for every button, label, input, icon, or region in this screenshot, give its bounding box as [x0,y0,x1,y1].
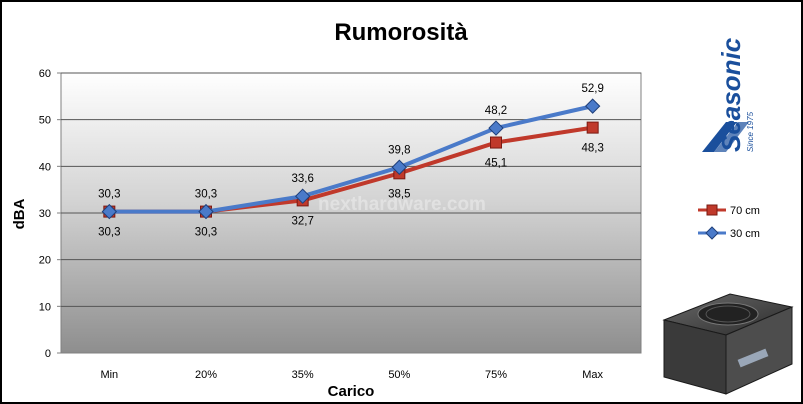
y-tick-label: 0 [45,348,51,360]
data-label: 48,2 [485,105,507,117]
y-tick-label: 30 [39,208,51,220]
legend-marker [706,204,718,216]
y-axis-ticks: 0 10 20 30 40 50 60 [39,68,61,360]
data-label: 33,6 [291,173,313,185]
series-line-1 [107,104,595,214]
data-label: 48,3 [581,143,603,155]
x-tick-label: 75% [485,369,507,381]
data-label: 52,9 [581,83,603,95]
x-tick-label: Max [582,369,603,381]
x-tick-label: 35% [292,369,314,381]
y-tick-label: 60 [39,68,51,80]
watermark-text: nexthardware.com [318,194,486,215]
x-tick-label: 20% [195,369,217,381]
y-axis-title: dBA [11,198,28,229]
data-label: 32,7 [291,215,313,227]
y-tick-label: 20 [39,255,51,267]
data-label: 30,3 [195,189,217,201]
legend-label: 70 cm [730,205,760,217]
series-marker [198,203,214,220]
seasonic-logo: Seasonic Since 1975 [702,37,755,152]
series-marker [101,203,118,220]
series-marker [586,121,599,134]
logo-mark-icon [702,122,737,152]
chart-title: Rumorosità [334,19,468,46]
data-label: 39,8 [388,144,410,156]
data-label: 38,5 [388,188,410,200]
legend-label: 30 cm [730,228,760,240]
legend: 70 cm 30 cm [698,204,760,240]
x-axis-ticks: Min 20% 35% 50% 75% Max [100,369,603,381]
data-label: 30,3 [98,227,120,239]
x-tick-label: Min [100,369,118,381]
series-marker [391,159,408,175]
y-tick-label: 50 [39,115,51,127]
logo-subtitle: Since 1975 [746,111,755,152]
y-tick-label: 40 [39,161,51,173]
data-label: 30,3 [98,189,120,201]
data-labels: 30,3 30,3 32,7 38,5 45,1 48,3 30,3 30,3 33,6 39,8… [98,83,604,238]
data-label: 30,3 [195,227,217,239]
series-layer [101,98,601,220]
x-axis-title: Carico [328,383,375,400]
series-marker [488,120,504,136]
data-label: 45,1 [485,158,507,170]
psu-product-image [662,293,794,395]
series-marker [294,188,311,204]
legend-marker [705,226,719,240]
series-marker [490,136,502,149]
y-tick-label: 10 [39,301,51,313]
series-marker [584,98,601,114]
logo-text: Seasonic [716,37,746,152]
x-tick-label: 50% [388,369,410,381]
